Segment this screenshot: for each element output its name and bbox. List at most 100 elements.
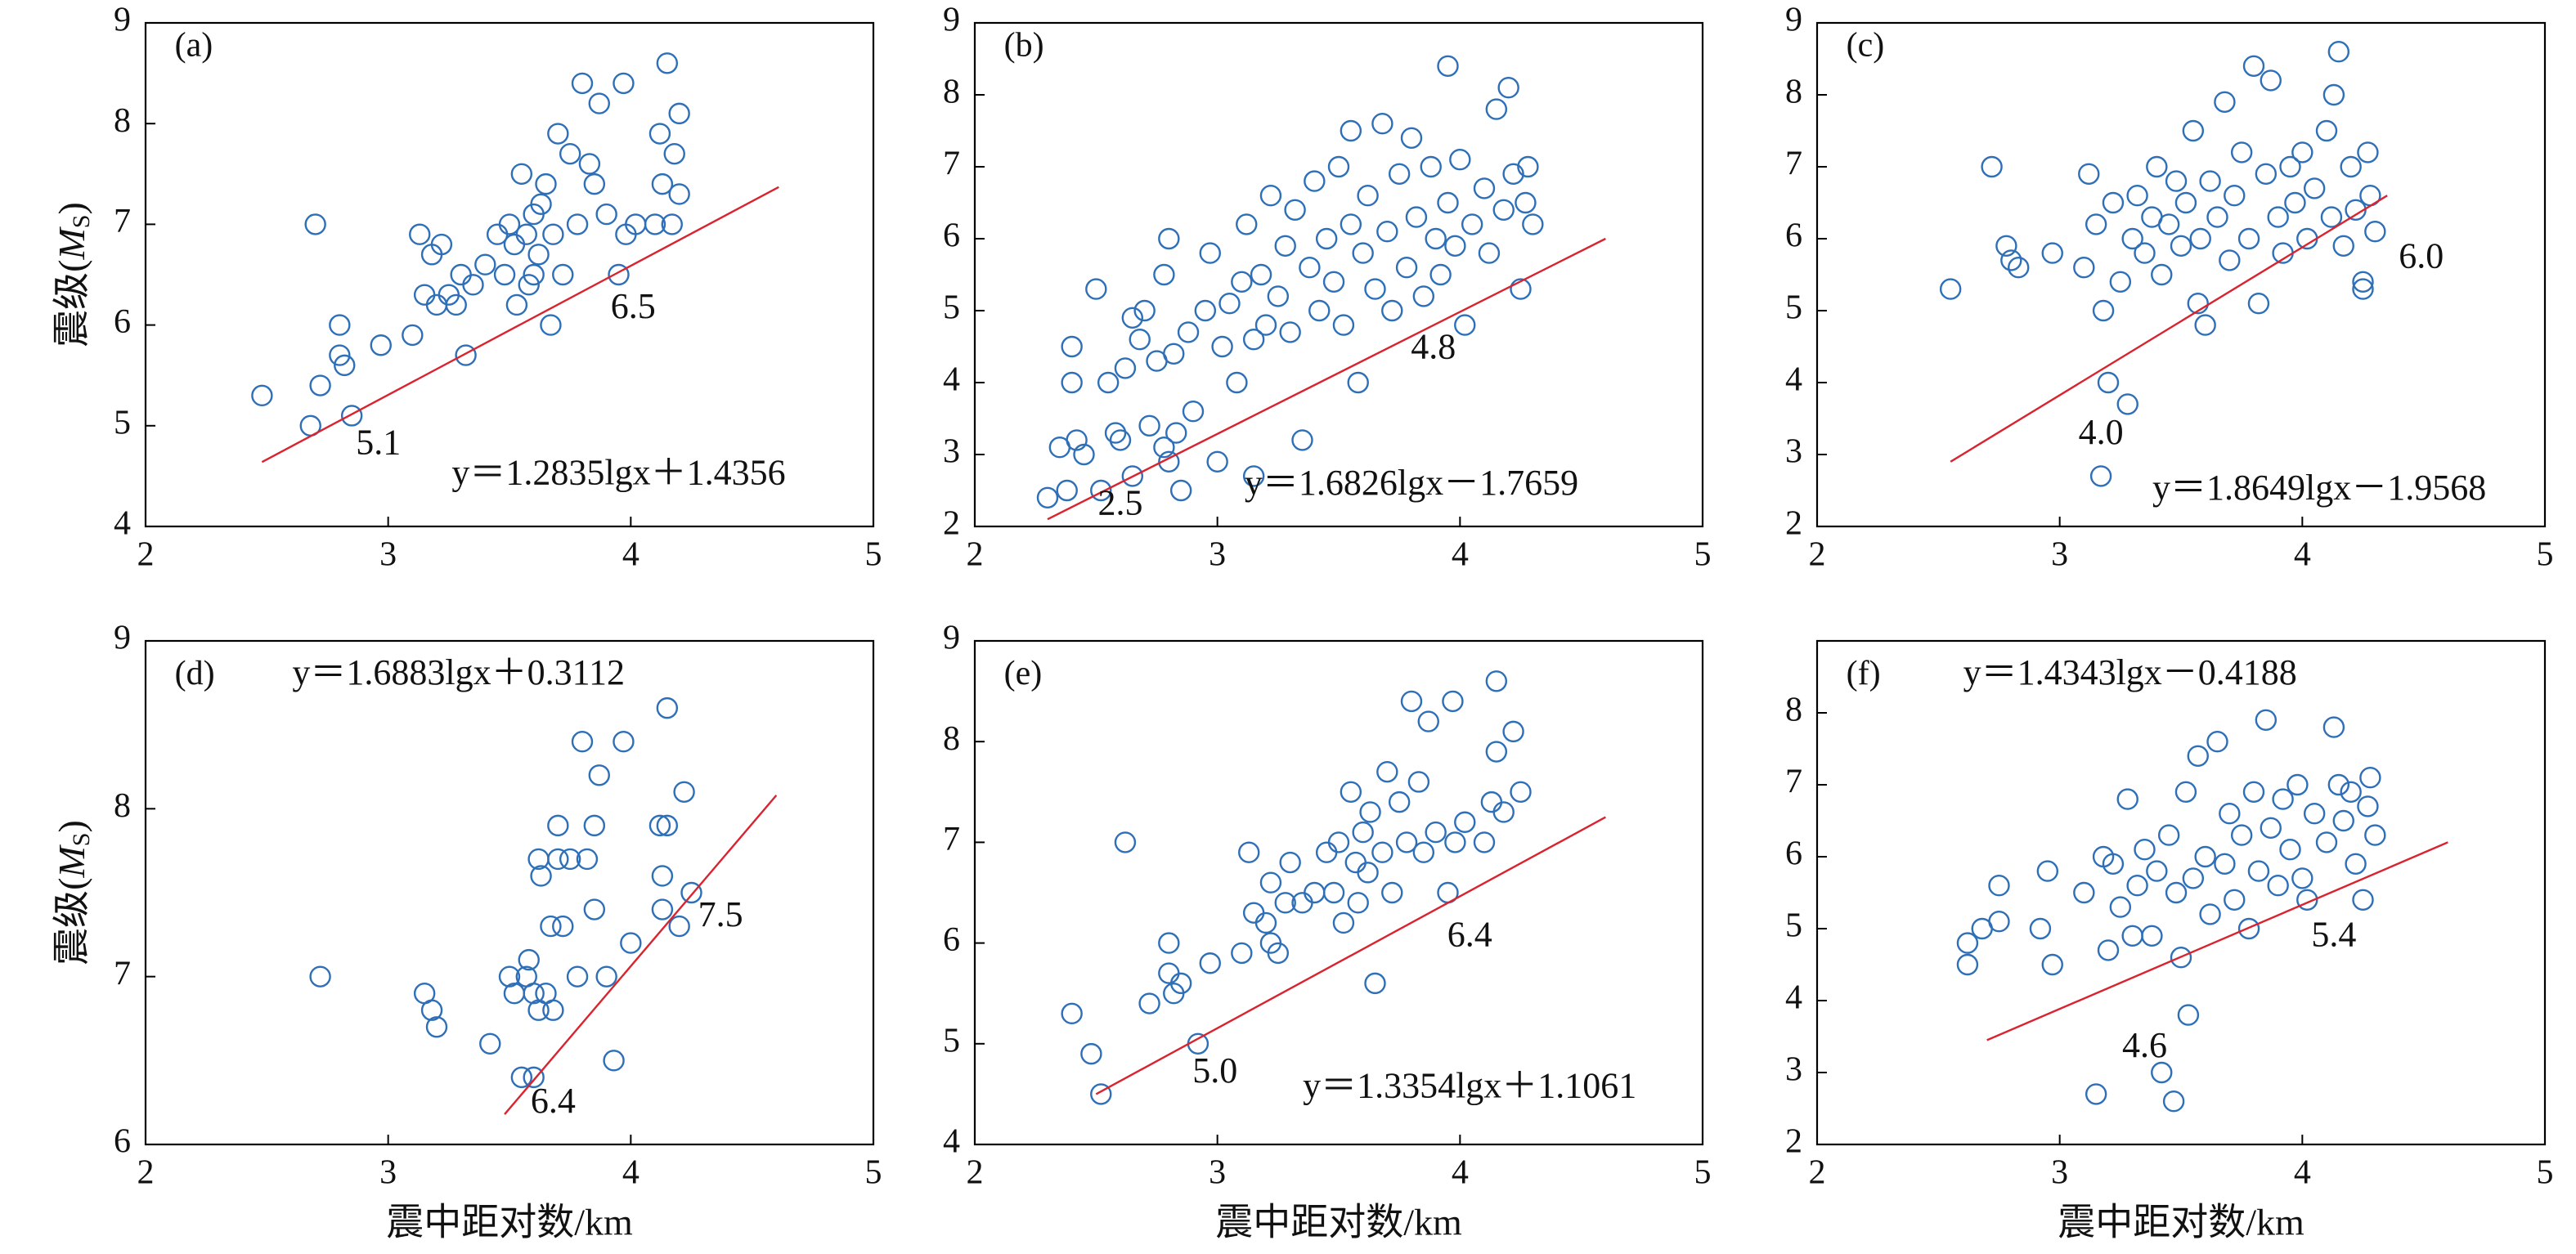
data-point: [2247, 860, 2270, 882]
data-point: [2073, 881, 2095, 904]
data-point: [1085, 278, 1107, 300]
data-point: [1400, 690, 1423, 713]
plot-frame: [144, 639, 875, 1146]
data-point: [1242, 902, 1265, 924]
data-point: [2352, 278, 2374, 300]
data-point: [527, 244, 550, 266]
data-point: [1461, 213, 1483, 235]
data-point: [518, 274, 540, 296]
data-point: [552, 915, 574, 938]
y-tick-label: 2: [1785, 1123, 1802, 1161]
data-point: [1347, 892, 1369, 914]
data-point: [1388, 163, 1411, 186]
x-tick-label: 4: [2294, 536, 2311, 574]
data-point: [651, 172, 674, 195]
data-point: [1395, 257, 1418, 279]
data-point: [523, 1066, 545, 1089]
data-point: [1376, 221, 1398, 243]
y-tick-label: 7: [1785, 146, 1802, 183]
data-point: [409, 223, 431, 245]
data-point: [542, 999, 564, 1021]
data-point: [1177, 321, 1200, 343]
data-point: [566, 213, 589, 235]
annotation: 4.8: [1411, 326, 1456, 366]
annotation: 5.4: [2311, 915, 2356, 955]
data-point: [1425, 227, 1447, 250]
y-tick-label: 9: [114, 2, 131, 39]
data-point: [1327, 831, 1350, 853]
data-point: [2219, 249, 2241, 271]
equation: y＝1.3354lgx＋1.1061: [1303, 1065, 1636, 1105]
panel-label: (a): [175, 26, 213, 64]
data-point: [1165, 422, 1187, 444]
data-point: [1388, 790, 1411, 813]
x-tick-label: 3: [379, 1154, 397, 1192]
data-point: [329, 344, 351, 366]
plot-frame: [973, 639, 1704, 1146]
data-point: [1444, 831, 1466, 853]
x-tick-label: 2: [1809, 536, 1826, 574]
data-point: [2174, 191, 2197, 214]
data-point: [1340, 781, 1362, 803]
data-point: [1169, 972, 1192, 995]
y-tick-label: 8: [943, 74, 960, 111]
data-point: [1485, 98, 1508, 120]
x-tick-label: 2: [137, 1154, 155, 1192]
data-point: [530, 865, 552, 887]
data-point: [1381, 881, 1403, 904]
data-point: [2157, 213, 2180, 235]
data-point: [2170, 946, 2192, 969]
data-point: [2327, 773, 2350, 796]
annotation: 6.0: [2399, 236, 2444, 276]
data-point: [1322, 271, 1345, 293]
data-point: [583, 172, 606, 195]
data-point: [2134, 838, 2156, 861]
data-point: [2267, 874, 2289, 897]
data-point: [340, 405, 363, 427]
data-point: [1056, 479, 1078, 502]
y-tick-label: 5: [1785, 289, 1802, 327]
data-point: [1522, 213, 1544, 235]
data-point: [1138, 992, 1160, 1014]
data-point: [450, 263, 472, 286]
data-point: [2162, 1090, 2185, 1113]
data-point: [1274, 892, 1296, 914]
data-point: [1066, 429, 1088, 451]
data-point: [1510, 278, 1532, 300]
data-point: [2272, 788, 2294, 810]
data-point: [1988, 874, 2010, 897]
data-point: [547, 848, 569, 871]
data-point: [2315, 119, 2338, 142]
data-point: [2357, 795, 2379, 817]
data-point: [2000, 249, 2022, 271]
data-point: [2126, 874, 2148, 897]
y-tick-label: 7: [1785, 764, 1802, 801]
fit-line: [504, 795, 778, 1115]
data-point: [2214, 91, 2236, 114]
data-point: [329, 314, 351, 336]
data-point: [595, 203, 617, 226]
data-point: [1158, 932, 1180, 954]
data-point: [455, 344, 477, 366]
data-point: [1429, 263, 1452, 286]
data-point: [1352, 242, 1374, 264]
data-point: [1308, 299, 1331, 322]
data-point: [1359, 801, 1381, 823]
data-point: [1485, 741, 1508, 763]
data-point: [656, 696, 679, 719]
data-point: [1332, 911, 1355, 934]
plot-frame: [144, 21, 875, 528]
data-point: [1400, 127, 1423, 150]
fit-line: [1047, 237, 1606, 521]
y-tick-label: 9: [943, 620, 960, 657]
panel: 2 3 4 5 4 5 6 7 8 9 (a) y＝1.2835lgx＋1.4356 5.1 6.5 震级(…: [51, 2, 882, 574]
data-point: [1315, 227, 1338, 250]
data-point: [1956, 932, 1979, 954]
data-point: [2364, 221, 2386, 243]
data-point: [523, 263, 545, 286]
data-point: [1259, 871, 1282, 893]
data-point: [559, 848, 581, 871]
data-point: [1444, 235, 1466, 257]
data-point: [1371, 841, 1393, 863]
data-point: [1425, 821, 1447, 844]
